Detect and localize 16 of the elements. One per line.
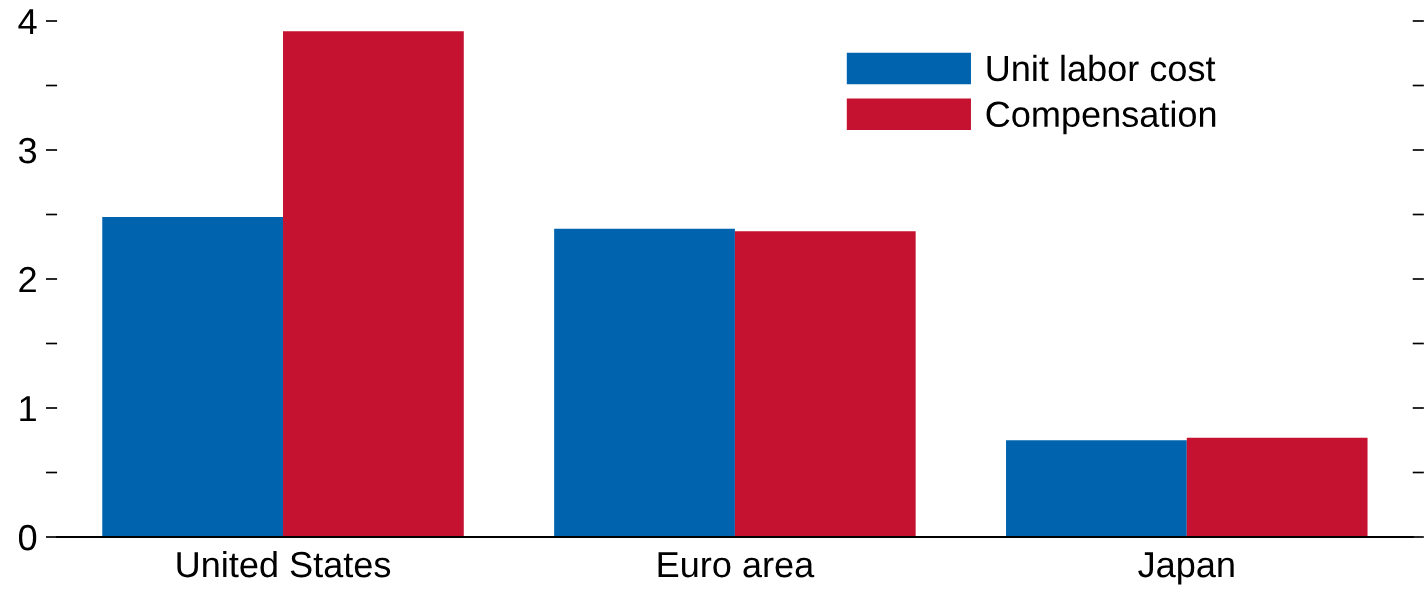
x-tick-label: Euro area — [658, 552, 815, 578]
y-tick-label: 1 — [20, 396, 36, 422]
x-tick-label: United States — [177, 550, 391, 578]
y-tick-label: 4 — [18, 9, 37, 35]
y-tick-label: 0 — [18, 524, 37, 551]
bar — [1006, 440, 1187, 537]
bar — [283, 31, 464, 537]
y-tick-label: 2 — [19, 266, 36, 293]
bar — [1186, 437, 1368, 537]
bar — [734, 231, 916, 537]
x-tick-label: Japan — [1138, 552, 1234, 585]
y-tick-label: 3 — [18, 137, 37, 164]
bar — [554, 228, 735, 537]
legend-label: Compensation — [986, 100, 1216, 135]
legend-label: Unit labor cost — [987, 54, 1216, 82]
bar — [102, 217, 284, 537]
